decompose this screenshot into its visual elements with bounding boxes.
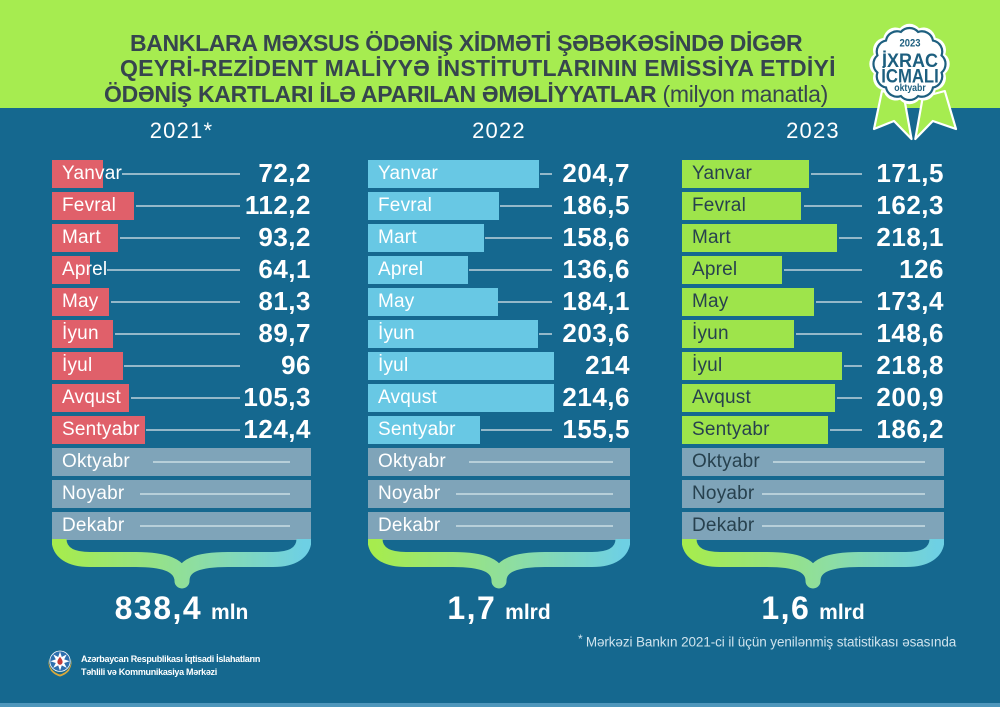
svg-text:2023: 2023 [900,38,921,50]
svg-text:İXRAC: İXRAC [882,51,938,72]
svg-text:oktyabr: oktyabr [894,83,926,94]
svg-text:İCMALI: İCMALI [881,66,939,87]
